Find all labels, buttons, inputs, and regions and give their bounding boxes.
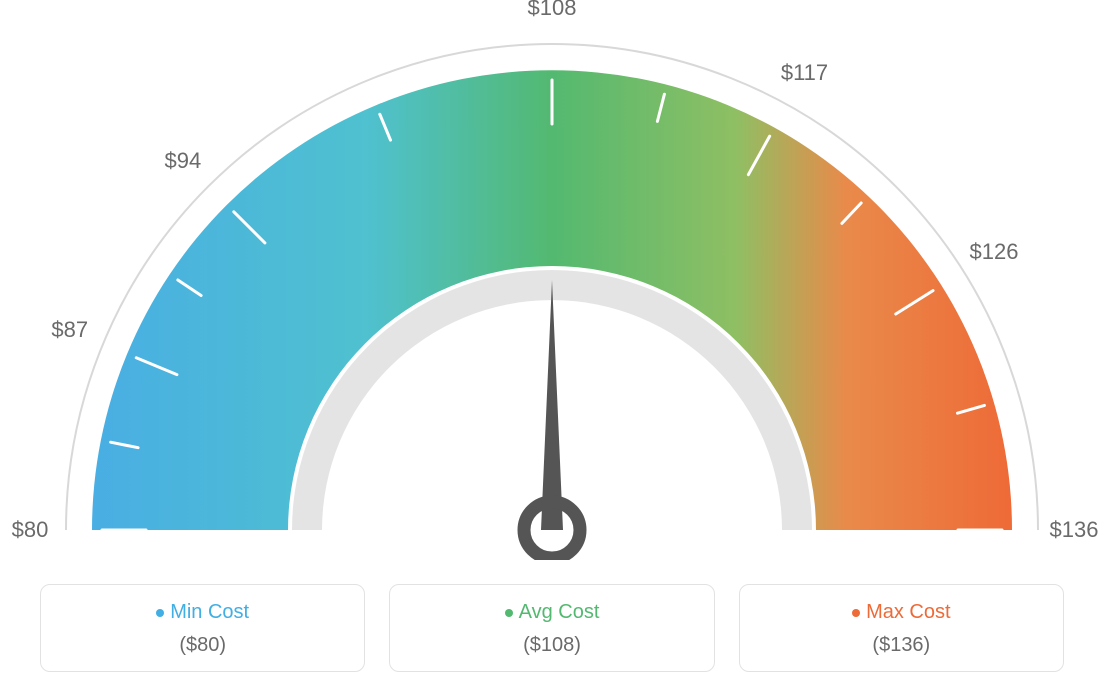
legend-dot-avg: [505, 609, 513, 617]
gauge-tick-label: $94: [165, 148, 202, 174]
legend-card-max: Max Cost ($136): [739, 584, 1064, 672]
legend-value-avg: ($108): [390, 634, 713, 657]
gauge-tick-label: $136: [1050, 517, 1099, 543]
legend-title-text-max: Max Cost: [866, 601, 950, 623]
legend-value-min: ($80): [41, 634, 364, 657]
legend-title-max: Max Cost: [740, 601, 1063, 624]
gauge-tick-label: $87: [51, 317, 88, 343]
gauge-tick-label: $117: [781, 60, 828, 86]
gauge-tick-label: $80: [12, 517, 49, 543]
legend-card-avg: Avg Cost ($108): [389, 584, 714, 672]
legend-title-text-min: Min Cost: [170, 601, 249, 623]
gauge-svg: [0, 0, 1104, 560]
gauge-tick-label: $108: [528, 0, 577, 21]
legend-card-min: Min Cost ($80): [40, 584, 365, 672]
legend-value-max: ($136): [740, 634, 1063, 657]
legend-title-min: Min Cost: [41, 601, 364, 624]
legend-dot-max: [852, 609, 860, 617]
legend-row: Min Cost ($80) Avg Cost ($108) Max Cost …: [0, 584, 1104, 672]
legend-title-text-avg: Avg Cost: [519, 601, 600, 623]
legend-title-avg: Avg Cost: [390, 601, 713, 624]
gauge-tick-label: $126: [970, 239, 1019, 265]
gauge-chart: $80 $87 $94 $108 $117 $126 $136: [0, 0, 1104, 560]
legend-dot-min: [156, 609, 164, 617]
